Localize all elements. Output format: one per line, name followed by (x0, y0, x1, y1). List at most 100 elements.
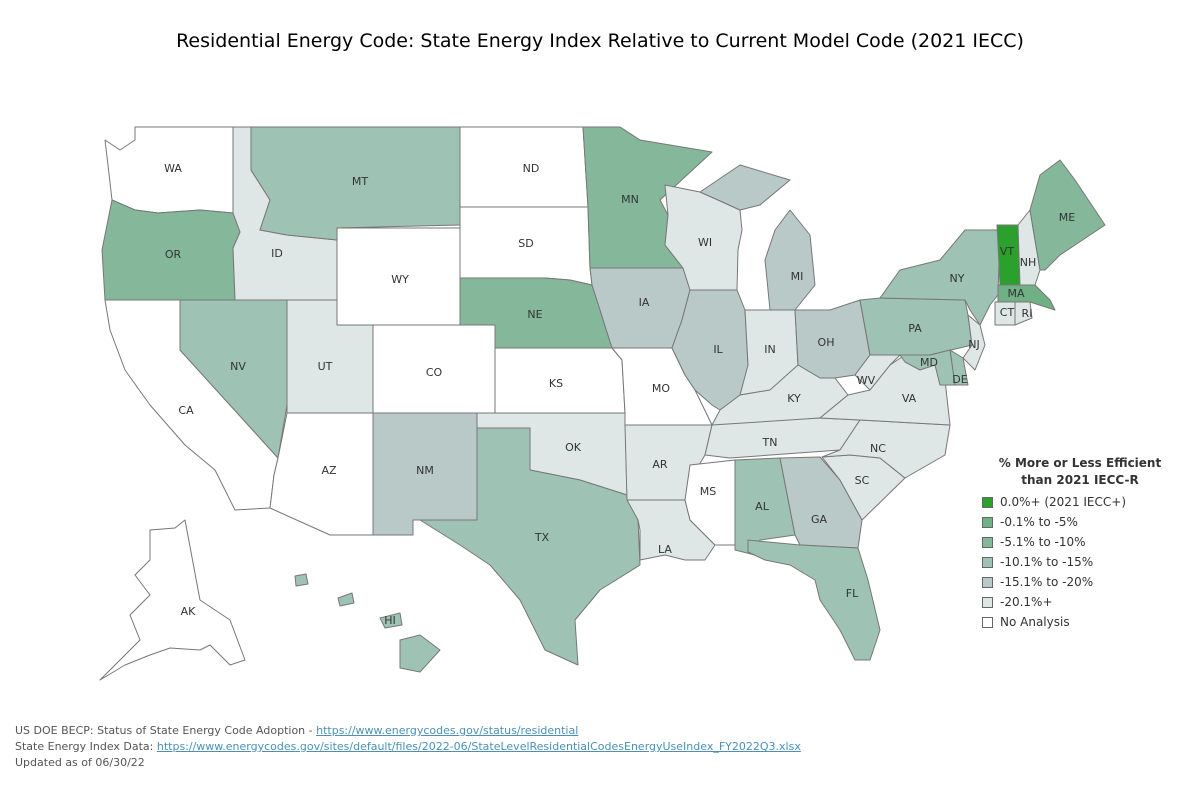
state-hi-maui[interactable] (379, 612, 403, 629)
legend-item[interactable]: -5.1% to -10% (982, 532, 1178, 552)
legend-items: 0.0%+ (2021 IECC+) -0.1% to -5% -5.1% to… (982, 492, 1178, 632)
state-label-in: IN (764, 343, 775, 356)
state-label-al: AL (755, 500, 770, 513)
state-ga[interactable] (779, 456, 863, 549)
state-label-hi: HI (384, 614, 396, 627)
footer-line-1: US DOE BECP: Status of State Energy Code… (15, 723, 801, 739)
legend-label: -15.1% to -20% (1000, 575, 1094, 589)
state-label-ct: CT (1000, 306, 1015, 319)
state-label-sc: SC (855, 474, 870, 487)
state-label-sd: SD (518, 237, 533, 250)
state-nh[interactable] (1017, 209, 1041, 286)
state-mi-lower[interactable] (764, 209, 816, 311)
state-label-vt: VT (1000, 245, 1015, 258)
state-label-or: OR (165, 248, 182, 261)
state-label-oh: OH (818, 336, 835, 349)
index-data-link[interactable]: https://www.energycodes.gov/sites/defaul… (156, 740, 801, 753)
state-ri[interactable] (1014, 301, 1033, 326)
legend-label: 0.0%+ (2021 IECC+) (1000, 495, 1127, 509)
state-label-nv: NV (230, 360, 246, 373)
map-title: Residential Energy Code: State Energy In… (176, 30, 1024, 52)
state-il[interactable] (671, 289, 749, 411)
state-label-nm: NM (416, 464, 434, 477)
state-label-md: MD (920, 356, 938, 369)
legend-label: -20.1%+ (1000, 595, 1053, 609)
legend-swatch (982, 556, 993, 568)
legend-item[interactable]: -10.1% to -15% (982, 552, 1178, 572)
state-hi[interactable] (399, 634, 441, 673)
state-label-mn: MN (621, 193, 639, 206)
state-tx[interactable] (412, 427, 641, 666)
legend-label: No Analysis (1000, 615, 1070, 629)
state-label-ak: AK (181, 605, 197, 618)
legend-swatch (982, 536, 993, 548)
state-label-va: VA (902, 392, 917, 405)
state-ak[interactable] (99, 519, 246, 681)
state-label-fl: FL (846, 587, 859, 600)
legend-label: -10.1% to -15% (1000, 555, 1094, 569)
legend-swatch (982, 576, 993, 588)
state-nv[interactable] (179, 299, 288, 459)
legend-swatch (982, 596, 993, 608)
state-label-mo: MO (652, 382, 670, 395)
state-label-ok: OK (565, 441, 582, 454)
footer-line-2-text: State Energy Index Data: (15, 740, 157, 753)
state-label-ca: CA (178, 404, 194, 417)
legend: % More or Less Efficient than 2021 IECC-… (982, 455, 1178, 632)
state-label-me: ME (1059, 211, 1075, 224)
state-label-mi: MI (791, 270, 804, 283)
state-label-co: CO (426, 366, 443, 379)
state-label-tn: TN (762, 436, 778, 449)
state-hi-kauai[interactable] (294, 573, 309, 587)
state-label-ma: MA (1007, 287, 1024, 300)
state-label-ne: NE (527, 308, 542, 321)
state-label-nd: ND (523, 162, 540, 175)
legend-item[interactable]: No Analysis (982, 612, 1178, 632)
state-label-de: DE (952, 373, 967, 386)
state-label-wa: WA (164, 162, 182, 175)
legend-label: -0.1% to -5% (1000, 515, 1078, 529)
state-fl[interactable] (747, 539, 881, 661)
legend-item[interactable]: -15.1% to -20% (982, 572, 1178, 592)
state-label-ia: IA (639, 296, 650, 309)
legend-item[interactable]: 0.0%+ (2021 IECC+) (982, 492, 1178, 512)
state-mi[interactable] (699, 164, 791, 211)
legend-item[interactable]: -20.1%+ (982, 592, 1178, 612)
state-label-id: ID (271, 247, 283, 260)
state-label-wi: WI (698, 236, 712, 249)
state-label-ri: RI (1022, 307, 1033, 320)
legend-label: -5.1% to -10% (1000, 535, 1086, 549)
state-label-ar: AR (652, 458, 668, 471)
state-label-mt: MT (352, 175, 368, 188)
state-md[interactable] (899, 349, 956, 386)
state-label-nc: NC (870, 442, 886, 455)
legend-swatch (982, 616, 993, 628)
state-label-il: IL (713, 343, 723, 356)
state-label-ga: GA (811, 513, 828, 526)
state-me[interactable] (1029, 159, 1106, 271)
state-label-ut: UT (318, 360, 333, 373)
state-label-tx: TX (534, 531, 550, 544)
legend-item[interactable]: -0.1% to -5% (982, 512, 1178, 532)
status-link[interactable]: https://www.energycodes.gov/status/resid… (316, 724, 579, 737)
source-footer: US DOE BECP: Status of State Energy Code… (15, 723, 801, 771)
legend-swatch (982, 496, 993, 508)
footer-line-2: State Energy Index Data: https://www.ene… (15, 739, 801, 755)
state-nj[interactable] (962, 314, 986, 371)
legend-title: % More or Less Efficient than 2021 IECC-… (998, 456, 1162, 487)
state-label-nj: NJ (968, 338, 979, 351)
state-label-la: LA (658, 543, 672, 556)
state-label-az: AZ (321, 464, 337, 477)
state-label-wv: WV (857, 374, 876, 387)
state-label-ms: MS (700, 485, 716, 498)
state-label-ks: KS (549, 377, 563, 390)
footer-line-1-text: US DOE BECP: Status of State Energy Code… (15, 724, 317, 737)
state-label-wy: WY (391, 273, 409, 286)
legend-swatch (982, 516, 993, 528)
state-hi-oahu[interactable] (337, 592, 355, 607)
footer-updated: Updated as of 06/30/22 (15, 756, 145, 769)
state-label-ky: KY (787, 392, 801, 405)
state-label-nh: NH (1020, 256, 1037, 269)
state-label-pa: PA (908, 322, 922, 335)
